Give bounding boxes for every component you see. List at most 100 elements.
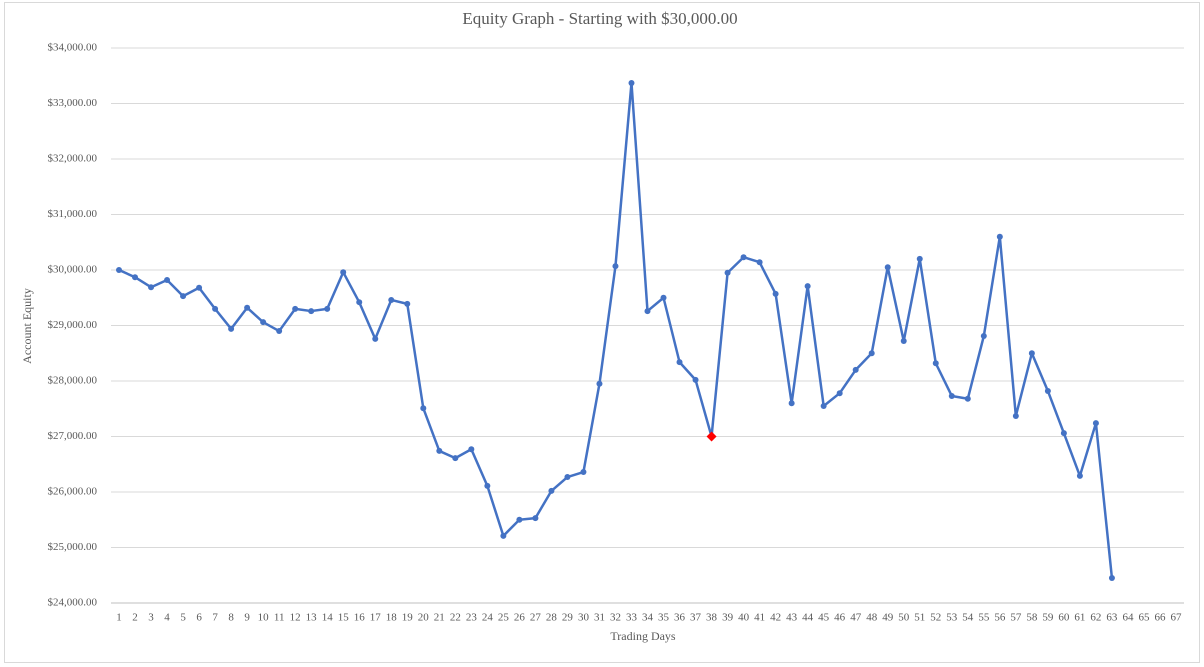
x-tick-label: 32 bbox=[610, 612, 621, 624]
point bbox=[148, 284, 155, 291]
point bbox=[404, 300, 411, 307]
point bbox=[836, 390, 843, 397]
x-tick-label: 11 bbox=[274, 612, 285, 624]
point bbox=[1028, 350, 1035, 357]
y-tick-label: $34,000.00 bbox=[48, 42, 98, 54]
x-tick-label: 50 bbox=[898, 612, 910, 624]
point bbox=[164, 276, 171, 283]
point bbox=[436, 447, 443, 454]
x-tick-label: 57 bbox=[1010, 612, 1022, 624]
x-tick-label: 60 bbox=[1058, 612, 1070, 624]
x-tick-label: 47 bbox=[850, 612, 862, 624]
x-tick-label: 7 bbox=[212, 612, 218, 624]
point bbox=[276, 328, 283, 335]
x-tick-label: 43 bbox=[786, 612, 798, 624]
point bbox=[852, 366, 859, 373]
point bbox=[468, 446, 475, 453]
point bbox=[596, 380, 603, 387]
point bbox=[452, 455, 459, 462]
x-tick-label: 34 bbox=[642, 612, 654, 624]
y-tick-label: $27,000.00 bbox=[48, 430, 98, 442]
x-axis-title: Trading Days bbox=[610, 629, 676, 643]
point bbox=[1060, 430, 1067, 437]
point bbox=[868, 350, 875, 357]
point bbox=[500, 532, 507, 539]
x-tick-label: 52 bbox=[930, 612, 941, 624]
x-tick-label: 19 bbox=[402, 612, 414, 624]
y-tick-label: $26,000.00 bbox=[48, 486, 98, 498]
point bbox=[548, 487, 555, 494]
x-tick-label: 27 bbox=[530, 612, 542, 624]
y-tick-label: $31,000.00 bbox=[48, 208, 98, 220]
point bbox=[676, 359, 683, 366]
y-axis-title: Account Equity bbox=[20, 288, 34, 364]
x-tick-label: 56 bbox=[994, 612, 1006, 624]
x-tick-label: 6 bbox=[196, 612, 202, 624]
point bbox=[900, 338, 907, 345]
point bbox=[244, 304, 251, 311]
point bbox=[692, 376, 699, 383]
x-tick-label: 4 bbox=[164, 612, 170, 624]
point bbox=[180, 293, 187, 300]
point bbox=[772, 290, 779, 297]
x-tick-label: 31 bbox=[594, 612, 605, 624]
x-tick-label: 62 bbox=[1090, 612, 1101, 624]
x-tick-label: 21 bbox=[434, 612, 445, 624]
point bbox=[516, 516, 523, 523]
point bbox=[1044, 387, 1051, 394]
point bbox=[292, 305, 299, 312]
x-tick-label: 26 bbox=[514, 612, 526, 624]
x-tick-label: 17 bbox=[370, 612, 382, 624]
point bbox=[308, 308, 315, 315]
point bbox=[612, 263, 619, 270]
point bbox=[132, 274, 139, 281]
point bbox=[388, 296, 395, 303]
point bbox=[580, 469, 587, 476]
x-tick-label: 15 bbox=[338, 612, 350, 624]
point bbox=[260, 319, 267, 326]
point bbox=[916, 255, 923, 262]
x-tick-label: 14 bbox=[322, 612, 334, 624]
x-tick-label: 48 bbox=[866, 612, 878, 624]
point bbox=[932, 360, 939, 367]
x-tick-label: 58 bbox=[1026, 612, 1038, 624]
y-tick-label: $29,000.00 bbox=[48, 319, 98, 331]
point bbox=[228, 325, 235, 332]
point bbox=[644, 308, 651, 315]
x-tick-label: 18 bbox=[386, 612, 398, 624]
x-tick-label: 40 bbox=[738, 612, 750, 624]
x-tick-label: 29 bbox=[562, 612, 574, 624]
point bbox=[996, 233, 1003, 240]
point bbox=[740, 254, 747, 261]
x-tick-label: 13 bbox=[306, 612, 318, 624]
y-tick-label: $28,000.00 bbox=[48, 375, 98, 387]
x-tick-label: 59 bbox=[1042, 612, 1054, 624]
point bbox=[980, 333, 987, 340]
x-tick-label: 2 bbox=[132, 612, 138, 624]
point bbox=[196, 284, 203, 291]
point bbox=[340, 269, 347, 276]
x-tick-label: 53 bbox=[946, 612, 958, 624]
point bbox=[532, 515, 539, 522]
point bbox=[420, 405, 427, 412]
x-tick-label: 46 bbox=[834, 612, 846, 624]
point bbox=[1092, 420, 1099, 427]
x-tick-label: 33 bbox=[626, 612, 638, 624]
point bbox=[116, 267, 123, 273]
x-tick-label: 66 bbox=[1154, 612, 1166, 624]
x-tick-label: 12 bbox=[290, 612, 301, 624]
chart-title: Equity Graph - Starting with $30,000.00 bbox=[462, 9, 737, 28]
x-tick-label: 42 bbox=[770, 612, 781, 624]
x-tick-label: 5 bbox=[180, 612, 186, 624]
x-tick-label: 45 bbox=[818, 612, 830, 624]
y-tick-label: $25,000.00 bbox=[48, 541, 98, 553]
y-tick-label: $24,000.00 bbox=[48, 597, 98, 609]
x-tick-label: 65 bbox=[1138, 612, 1150, 624]
highlight-marker bbox=[706, 431, 717, 442]
x-tick-label: 38 bbox=[706, 612, 718, 624]
x-tick-label: 24 bbox=[482, 612, 494, 624]
point bbox=[1076, 472, 1083, 479]
point bbox=[1012, 412, 1019, 419]
point bbox=[356, 299, 363, 306]
